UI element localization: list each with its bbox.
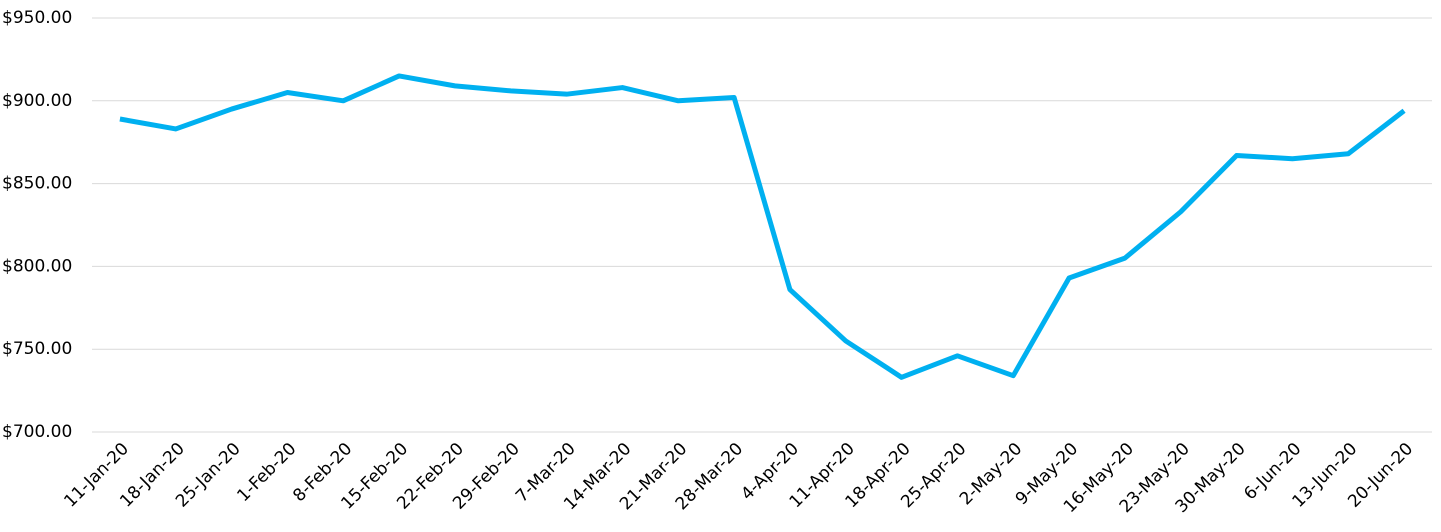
data-line xyxy=(119,73,1406,380)
x-tick-label: 1-Feb-20 xyxy=(233,439,300,506)
y-tick-label: $950.00 xyxy=(2,8,72,28)
y-tick-label: $700.00 xyxy=(2,422,72,442)
y-tick-label: $750.00 xyxy=(2,339,72,359)
y-tick-label: $900.00 xyxy=(2,91,72,111)
y-tick-label: $850.00 xyxy=(2,174,72,194)
y-tick-label: $800.00 xyxy=(2,256,72,276)
